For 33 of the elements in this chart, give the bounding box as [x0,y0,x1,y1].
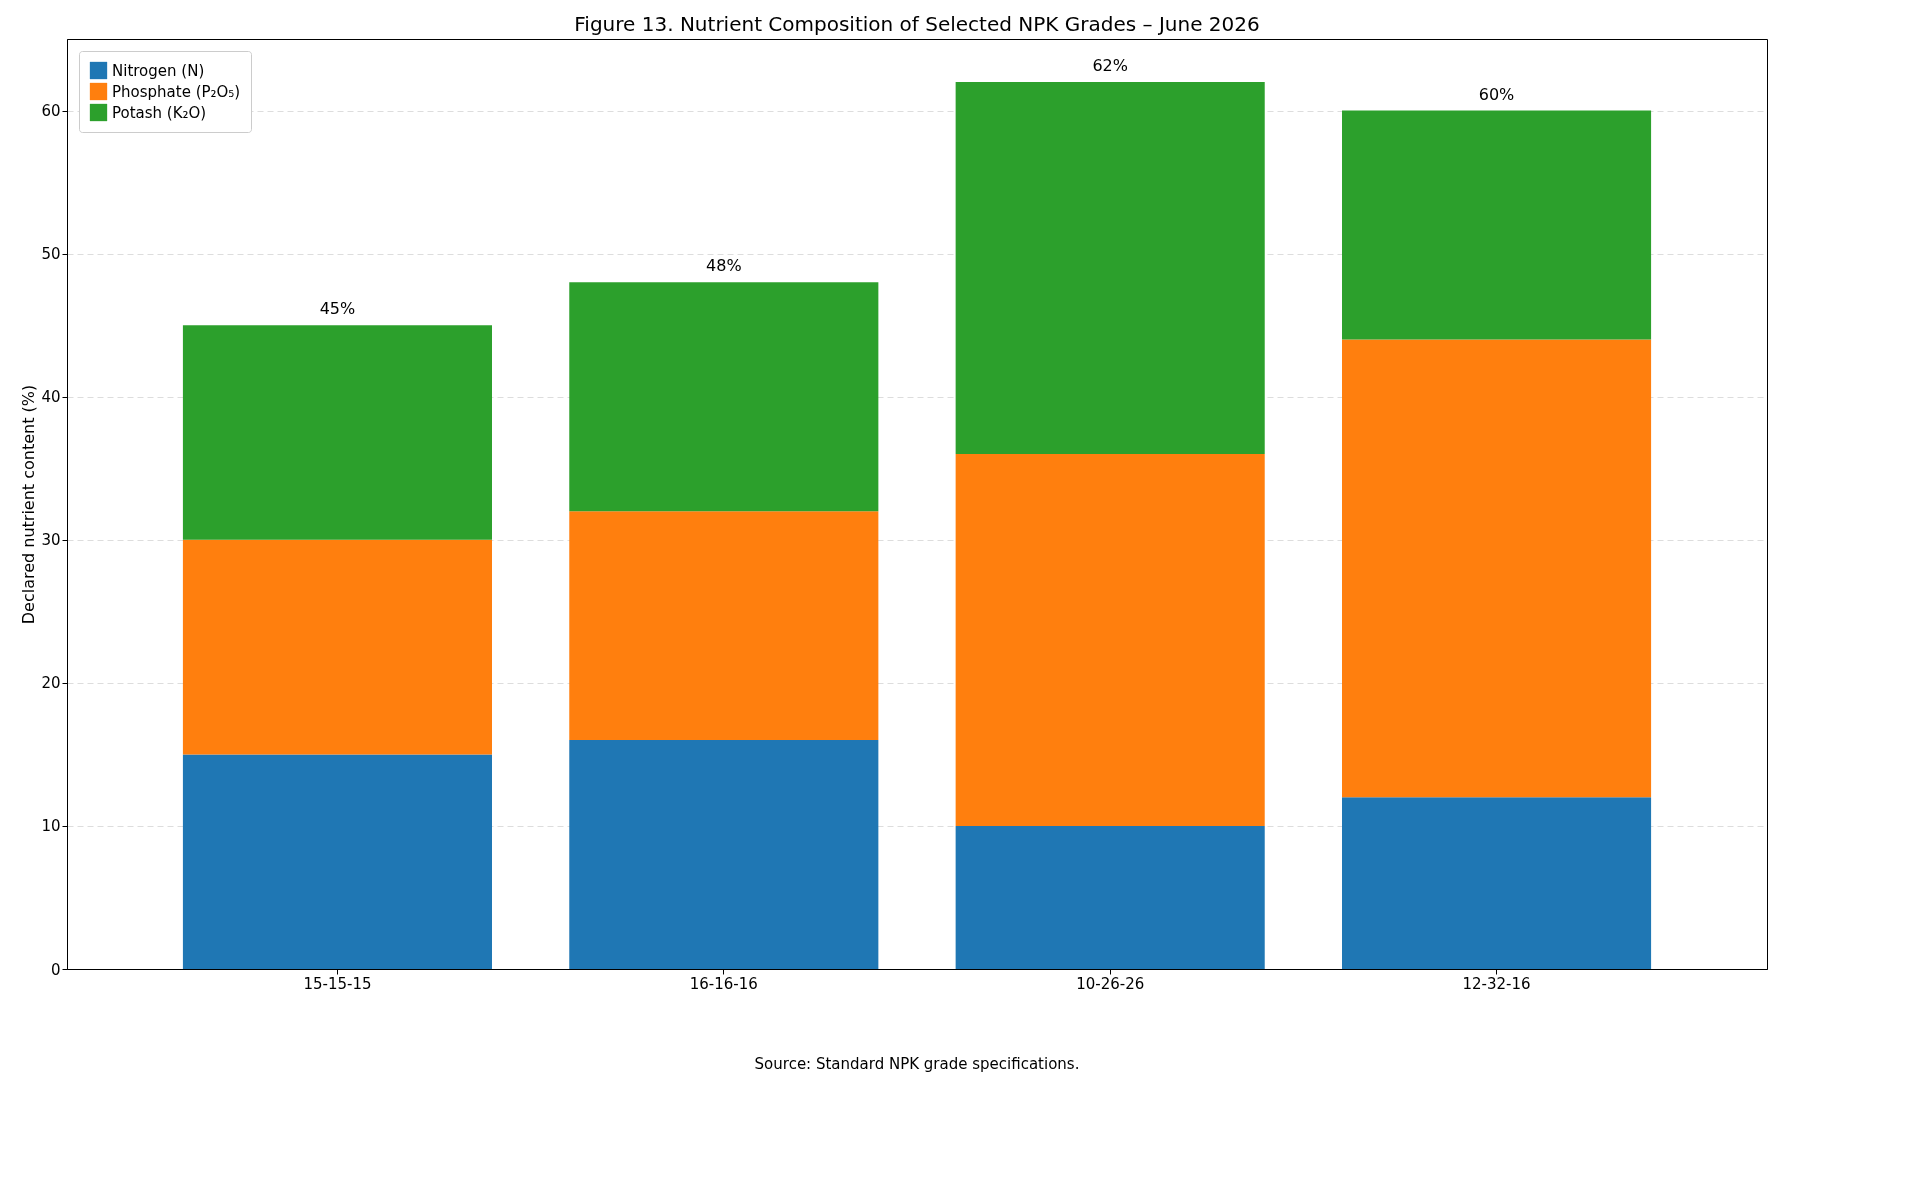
bar [569,740,879,969]
bar [182,325,492,540]
legend-label: Phosphate (P₂O₅) [112,82,241,101]
bar [1342,797,1652,969]
bar [182,539,492,755]
source-note: Source: Standard NPK grade specifications. [754,1055,1080,1073]
x-tick-label: 15-15-15 [303,974,372,993]
y-axis-title: Declared nutrient content (%) [19,384,39,625]
bar [955,81,1265,454]
y-tick-label: 20 [41,674,61,693]
bar [955,825,1265,969]
total-label: 48% [706,256,742,276]
bar [569,511,879,741]
bar [182,754,492,969]
y-tick-label: 0 [50,960,61,979]
chart-title: Figure 13. Nutrient Composition of Selected NPK Grades – June 2026 [574,12,1260,36]
bar [1342,339,1652,798]
total-label: 62% [1092,55,1128,75]
legend-label: Nitrogen (N) [112,61,205,80]
y-tick-label: 40 [41,388,61,407]
x-tick-label: 10-26-26 [1076,974,1145,993]
y-tick-label: 50 [41,245,61,264]
total-label: 45% [319,299,356,319]
y-tick-label: 10 [41,817,61,836]
y-tick-label: 60 [41,102,61,121]
legend-label: Potash (K₂O) [112,103,207,122]
x-tick-label: 16-16-16 [689,974,758,993]
bar [955,453,1265,826]
bar [1342,110,1652,340]
bar [569,282,879,512]
total-label: 60% [1478,84,1515,104]
x-tick-label: 12-32-16 [1462,974,1531,993]
y-tick-label: 30 [41,531,61,550]
